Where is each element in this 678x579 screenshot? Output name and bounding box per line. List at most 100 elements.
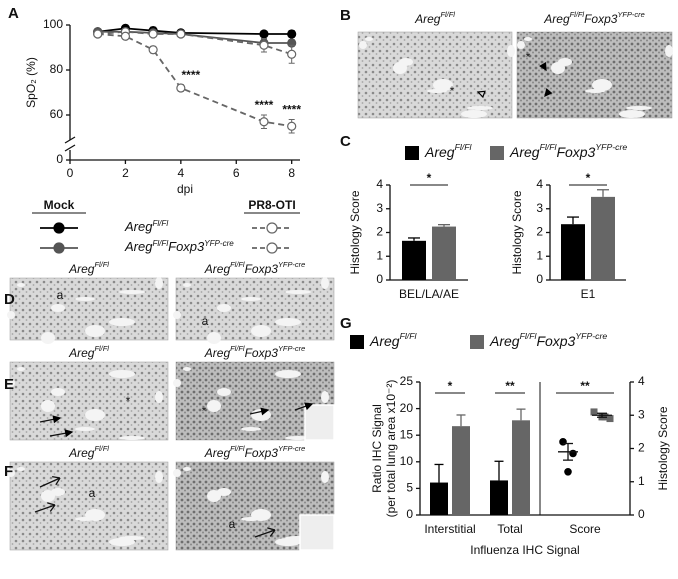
genotype-label: AregFl/Fl bbox=[68, 444, 109, 460]
data-point bbox=[287, 121, 297, 131]
genotype-superscript: Fl/Fl bbox=[540, 142, 558, 152]
airspace bbox=[275, 318, 301, 326]
y-tick-label: 0 bbox=[376, 272, 383, 286]
y-tick-label: 5 bbox=[406, 481, 413, 495]
genotype-superscript: YFP-cre bbox=[278, 344, 305, 353]
airspace bbox=[183, 367, 191, 371]
genotype-label: AregFl/Fl bbox=[424, 142, 473, 159]
y-tick-label: 1 bbox=[536, 248, 543, 262]
airspace bbox=[321, 391, 329, 403]
panel-letter: A bbox=[8, 5, 19, 22]
genotype-superscript: YFP-cre bbox=[595, 142, 627, 152]
genotype-superscript: Fl/Fl bbox=[440, 10, 455, 19]
airspace bbox=[173, 469, 181, 477]
genotype-name: Foxp3 bbox=[168, 239, 205, 254]
airspace bbox=[119, 436, 145, 440]
genotype-label: AregFl/Fl bbox=[124, 219, 168, 235]
airspace bbox=[517, 41, 525, 49]
data-point bbox=[259, 117, 269, 127]
genotype-superscript: Fl/Fl bbox=[230, 444, 245, 453]
data-point bbox=[287, 49, 297, 59]
data-point bbox=[287, 29, 297, 39]
airspace bbox=[85, 325, 105, 337]
airspace bbox=[285, 290, 311, 294]
data-point bbox=[120, 31, 131, 41]
genotype-superscript: Fl/Fl bbox=[152, 219, 168, 228]
image-label: a bbox=[57, 288, 64, 302]
genotype-name: Areg bbox=[68, 446, 95, 460]
airspace bbox=[393, 62, 407, 74]
arrow bbox=[47, 502, 56, 506]
bar bbox=[591, 196, 615, 280]
genotype-label: AregFl/FlFoxp3YFP-cre bbox=[204, 444, 305, 460]
image-label: * bbox=[126, 394, 131, 408]
airspace bbox=[41, 400, 55, 412]
genotype-name: Areg bbox=[414, 12, 441, 26]
genotype-label: AregFl/Fl bbox=[68, 260, 109, 276]
arrowhead bbox=[476, 90, 486, 99]
y-tick-label: 60 bbox=[50, 107, 64, 121]
airspace bbox=[241, 517, 261, 521]
genotype-superscript: Fl/Fl bbox=[455, 142, 473, 152]
genotype-label: AregFl/FlFoxp3YFP-cre bbox=[204, 260, 305, 276]
genotype-name: Foxp3 bbox=[536, 333, 575, 349]
legend-marker bbox=[266, 222, 278, 234]
arrowhead bbox=[260, 407, 270, 416]
arrow bbox=[254, 529, 276, 538]
x-tick-label: 8 bbox=[288, 166, 295, 180]
airspace bbox=[109, 370, 135, 378]
airspace bbox=[359, 41, 367, 49]
arrowhead bbox=[544, 88, 553, 98]
bar bbox=[512, 420, 530, 515]
genotype-name: Foxp3 bbox=[245, 446, 279, 460]
y-tick-label: 80 bbox=[50, 62, 64, 76]
airspace bbox=[109, 318, 135, 326]
airspace bbox=[7, 379, 15, 387]
airspace bbox=[241, 297, 261, 301]
genotype-name: Foxp3 bbox=[556, 144, 595, 160]
y-tick-label: 0 bbox=[536, 272, 543, 286]
image-label: * bbox=[202, 404, 207, 418]
legend-marker bbox=[53, 242, 65, 254]
airspace bbox=[626, 106, 652, 110]
genotype-label: AregFl/Fl bbox=[68, 344, 109, 360]
genotype-label: AregFl/FlFoxp3YFP-cre bbox=[509, 142, 627, 159]
genotype-name: Areg bbox=[124, 219, 153, 234]
legend-swatch bbox=[470, 335, 484, 349]
y-tick-label: 1 bbox=[376, 248, 383, 262]
genotype-label: AregFl/Fl bbox=[414, 10, 455, 26]
x-tick-label: BEL/LA/AE bbox=[399, 287, 459, 301]
x-tick-label: E1 bbox=[581, 287, 596, 301]
genotype-name: Foxp3 bbox=[245, 346, 279, 360]
panel-letter: D bbox=[4, 291, 15, 308]
y-tick-label: 4 bbox=[376, 177, 383, 191]
image-label: a bbox=[89, 486, 96, 500]
y2-tick-label: 2 bbox=[638, 441, 645, 455]
x-tick-label: 2 bbox=[122, 166, 129, 180]
airspace bbox=[461, 110, 487, 118]
airspace bbox=[173, 311, 181, 319]
inset bbox=[299, 514, 335, 551]
y-tick-label: 4 bbox=[536, 177, 543, 191]
significance: ** bbox=[505, 379, 515, 393]
airspace bbox=[207, 332, 221, 344]
genotype-superscript: Fl/Fl bbox=[152, 239, 168, 248]
y2-tick-label: 4 bbox=[638, 374, 645, 388]
x-axis-label: dpi bbox=[177, 182, 193, 196]
genotype-name: Areg bbox=[509, 144, 540, 160]
airspace bbox=[51, 388, 65, 396]
genotype-superscript: Fl/Fl bbox=[400, 331, 418, 341]
data-point bbox=[148, 45, 158, 55]
score-point bbox=[564, 467, 572, 476]
bar bbox=[402, 240, 426, 280]
x-tick-label: Total bbox=[497, 522, 522, 536]
y2-tick-label: 1 bbox=[638, 474, 645, 488]
genotype-superscript: Fl/Fl bbox=[230, 260, 245, 269]
airspace bbox=[17, 283, 25, 287]
arrow bbox=[55, 477, 61, 486]
airspace bbox=[17, 467, 25, 471]
genotype-superscript: Fl/Fl bbox=[570, 10, 585, 19]
airspace bbox=[119, 290, 145, 294]
y2-tick-label: 0 bbox=[638, 507, 645, 521]
genotype-name: Areg bbox=[124, 239, 153, 254]
